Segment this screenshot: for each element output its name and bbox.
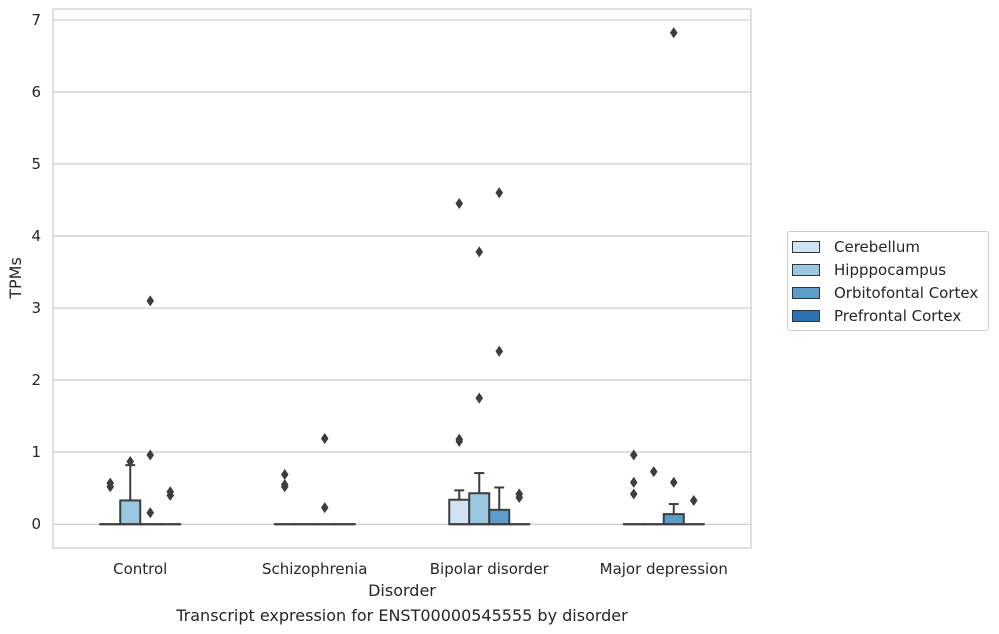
y-tick-label: 0 — [31, 515, 41, 533]
y-tick-label: 7 — [31, 11, 41, 29]
legend-label-prefrontal: Prefrontal Cortex — [834, 306, 962, 325]
outlier-point — [629, 488, 638, 500]
plot-area-frame — [52, 8, 752, 549]
outlier-point — [146, 449, 155, 461]
chart-caption: Transcript expression for ENST0000054555… — [176, 606, 628, 625]
outlier-point — [475, 246, 484, 258]
box-3-2 — [662, 27, 685, 526]
outlier-point — [669, 27, 678, 39]
box-body — [448, 498, 471, 526]
outlier-point — [495, 187, 504, 199]
box-0-1 — [119, 456, 142, 526]
y-tick-label: 6 — [31, 83, 41, 101]
y-tick-label: 2 — [31, 371, 41, 389]
legend-label-hippocampus: Hipppocampus — [834, 260, 947, 279]
x-tick-label: Major depression — [600, 560, 728, 578]
box-0-2 — [139, 295, 162, 526]
outlier-point — [495, 345, 504, 357]
x-tick-label: Schizophrenia — [262, 560, 367, 578]
box-body — [662, 513, 685, 526]
legend-label-cerebellum: Cerebellum — [834, 237, 920, 256]
box-body — [468, 492, 491, 526]
outlier-point — [455, 198, 464, 210]
box-body — [488, 508, 511, 526]
outlier-point — [280, 469, 289, 480]
box-1-0 — [273, 469, 296, 526]
y-tick-label: 5 — [31, 155, 41, 173]
legend: Cerebellum Hipppocampus Orbitofontal Cor… — [787, 231, 989, 331]
x-tick-label: Control — [113, 560, 167, 578]
legend-item-orbitofrontal: Orbitofontal Cortex — [788, 281, 988, 304]
legend-item-prefrontal: Prefrontal Cortex — [788, 304, 988, 327]
outlier-point — [106, 477, 115, 489]
y-tick-label: 1 — [31, 443, 41, 461]
outlier-point — [475, 392, 484, 404]
y-tick-label: 4 — [31, 227, 41, 245]
legend-swatch-cerebellum — [792, 240, 820, 253]
outlier-point — [320, 502, 329, 514]
legend-swatch-prefrontal — [792, 309, 820, 322]
box-2-2 — [488, 187, 511, 526]
outlier-point — [146, 295, 155, 307]
box-2-1 — [468, 246, 491, 526]
box-3-3 — [682, 494, 705, 526]
outlier-point — [629, 476, 638, 488]
legend-item-cerebellum: Cerebellum — [788, 235, 988, 258]
box-1-2 — [313, 432, 336, 526]
outlier-point — [320, 432, 329, 444]
outlier-point — [146, 507, 155, 519]
outlier-point — [126, 456, 135, 468]
boxes — [99, 27, 705, 526]
box-0-3 — [159, 486, 182, 526]
box-0-0 — [99, 477, 122, 526]
box-2-3 — [508, 488, 531, 526]
gridlines — [53, 19, 751, 525]
outlier-point — [166, 486, 175, 498]
legend-swatch-hippocampus — [792, 263, 820, 276]
box-3-0 — [622, 449, 645, 526]
legend-item-hippocampus: Hipppocampus — [788, 258, 988, 281]
legend-label-orbitofrontal: Orbitofontal Cortex — [834, 283, 979, 302]
box-3-1 — [642, 466, 665, 526]
outlier-point — [629, 449, 638, 461]
x-tick-label: Bipolar disorder — [430, 560, 550, 578]
box-body — [119, 499, 142, 526]
outlier-point — [689, 494, 698, 506]
axis-ticks: 0 1 2 3 4 5 6 7 Control Schizophrenia Bipolar diso… — [31, 11, 727, 578]
outlier-point — [649, 466, 658, 478]
y-axis-label: TPMs — [6, 257, 25, 300]
x-axis-label: Disorder — [368, 581, 436, 600]
legend-swatch-orbitofrontal — [792, 286, 820, 299]
outlier-point — [455, 433, 464, 445]
outlier-point — [515, 488, 524, 500]
box-2-0 — [448, 198, 471, 526]
outlier-point — [669, 476, 678, 488]
outlier-point — [280, 479, 289, 491]
y-tick-label: 3 — [31, 299, 41, 317]
